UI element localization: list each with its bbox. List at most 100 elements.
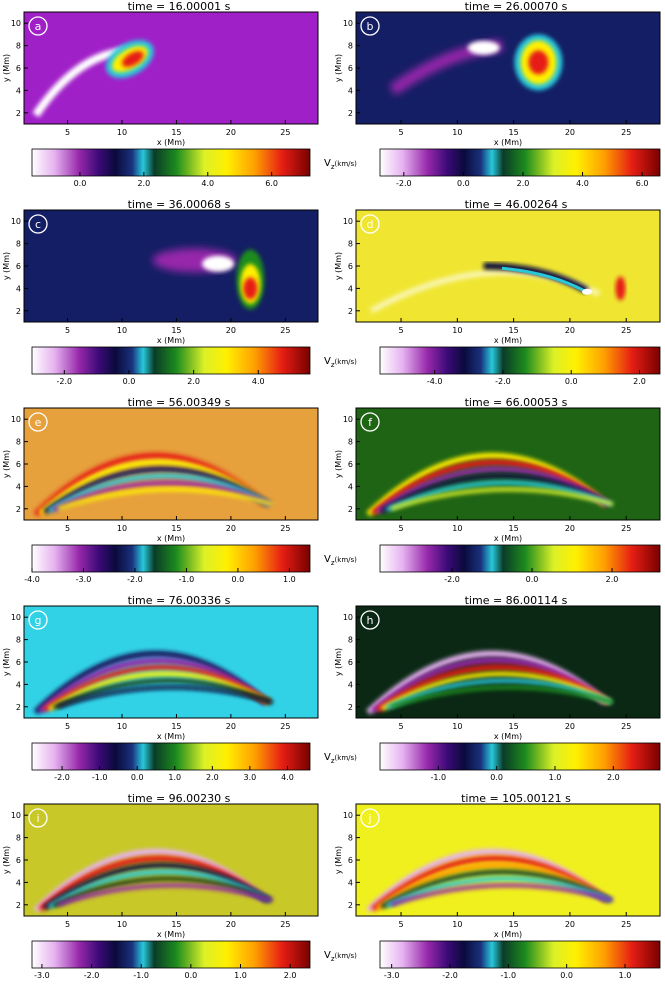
- y-tick-label: 8: [16, 834, 21, 843]
- panel-c: time = 36.00068 s 5 10 15 20 25 x (Mm) 2 4 6 8 10 y …: [2, 198, 357, 386]
- colorbar-tick-label: 4.0: [252, 377, 265, 386]
- colorbar-tick-label: 0.0: [123, 377, 136, 386]
- heatmap-field: [33, 452, 273, 517]
- y-tick-label: 8: [348, 240, 353, 249]
- x-tick-label: 15: [171, 128, 181, 137]
- panel-g: time = 76.00336 s 5 10 15 20 25 x (Mm) 2 4 6 8 10 y …: [2, 594, 357, 782]
- y-axis-label: y (Mm): [334, 450, 343, 478]
- panel-title: time = 26.00070 s: [465, 0, 568, 13]
- arc-band: [57, 883, 273, 907]
- colorbar-label: Vz(km/s): [324, 752, 357, 765]
- heatmap-background: [356, 12, 660, 124]
- colorbar-tick-label: 4.0: [201, 179, 214, 188]
- colorbar-tick-label: 0.0: [526, 575, 539, 584]
- x-tick-label: 20: [226, 524, 236, 533]
- arc-band: [52, 678, 272, 710]
- colorbar-tick-label: 0.0: [74, 179, 87, 188]
- negative-arc-inner: [501, 266, 585, 292]
- colorbar-tick-label: -4.0: [427, 377, 443, 386]
- y-axis-label: y (Mm): [334, 846, 343, 874]
- y-tick-label: 4: [348, 680, 353, 689]
- x-tick-label: 5: [65, 920, 70, 929]
- y-tick-label: 8: [348, 438, 353, 447]
- heatmap-field: [366, 452, 614, 517]
- y-tick-label: 6: [348, 64, 353, 73]
- colorbar-tick-label: 4.0: [281, 773, 294, 782]
- panel-e: time = 56.00349 s 5 10 15 20 25 x (Mm) 2 4 6 8 10 y …: [2, 396, 357, 584]
- x-tick-label: 25: [621, 326, 631, 335]
- x-tick-label: 15: [171, 326, 181, 335]
- x-axis-label: x (Mm): [157, 138, 185, 147]
- panel-letter: d: [367, 218, 374, 231]
- panel-letter: e: [35, 416, 42, 429]
- negative-peak: [582, 288, 593, 295]
- x-tick-label: 15: [509, 326, 519, 335]
- x-tick-label: 20: [226, 326, 236, 335]
- arc-band: [380, 671, 611, 712]
- x-tick-label: 15: [171, 524, 181, 533]
- x-tick-label: 20: [226, 128, 236, 137]
- y-tick-label: 2: [16, 901, 21, 910]
- panel-title: time = 46.00264 s: [465, 198, 568, 211]
- y-tick-label: 10: [11, 811, 21, 820]
- colorbar-tick-label: 0.0: [232, 575, 245, 584]
- colorbar-tick-label: 0.0: [490, 773, 503, 782]
- colorbar-tick-label: -1.0: [431, 773, 447, 782]
- colorbar-tick-label: 1.0: [234, 971, 247, 980]
- colorbar: [31, 940, 311, 969]
- x-tick-label: 10: [117, 722, 127, 731]
- colorbar-tick-label: -3.0: [34, 971, 50, 980]
- x-axis-label: x (Mm): [494, 336, 522, 345]
- y-tick-label: 2: [348, 703, 353, 712]
- y-tick-label: 8: [16, 42, 21, 51]
- x-tick-label: 10: [452, 524, 462, 533]
- x-tick-label: 5: [65, 128, 70, 137]
- colorbar-label: Vz(km/s): [324, 356, 357, 369]
- colorbar-tick-label: 2.0: [633, 377, 646, 386]
- x-tick-label: 20: [565, 722, 575, 731]
- y-tick-label: 6: [348, 658, 353, 667]
- y-tick-label: 10: [343, 415, 353, 424]
- x-tick-label: 10: [117, 326, 127, 335]
- colorbar: [379, 940, 661, 969]
- x-axis-label: x (Mm): [494, 930, 522, 939]
- arc-band: [385, 876, 613, 908]
- y-axis-label: y (Mm): [2, 648, 11, 676]
- panel-letter-circle: [28, 16, 48, 36]
- panel-letter: a: [35, 20, 42, 33]
- colorbar-tick-label: 0.0: [457, 179, 470, 188]
- x-tick-label: 10: [117, 920, 127, 929]
- y-tick-label: 2: [348, 307, 353, 316]
- colorbar-tick-label: -2.0: [396, 179, 412, 188]
- y-tick-label: 10: [343, 217, 353, 226]
- colorbar-tick-label: 2.0: [517, 179, 530, 188]
- arc-band: [385, 480, 613, 512]
- y-tick-label: 8: [16, 438, 21, 447]
- colorbar-tick-label: 0.0: [131, 773, 144, 782]
- colorbar-tick-label: -1.0: [133, 971, 149, 980]
- y-axis-label: y (Mm): [2, 252, 11, 280]
- colorbar-tick-label: -1.0: [179, 575, 195, 584]
- panel-letter: g: [35, 614, 42, 627]
- y-tick-label: 6: [16, 460, 21, 469]
- panel-a: time = 16.00001 s 5 10 15 20 25 x (Mm) 2 4 6 8 10 y …: [2, 0, 357, 188]
- panel-letter-circle: [360, 16, 380, 36]
- x-tick-label: 20: [565, 128, 575, 137]
- panel-i: time = 96.00230 s 5 10 15 20 25 x (Mm) 2 4 6 8 10 y …: [2, 792, 357, 980]
- panel-letter: c: [35, 218, 41, 231]
- panel-title: time = 66.00053 s: [465, 396, 568, 409]
- colorbar: [379, 742, 661, 771]
- arc-band: [47, 671, 271, 712]
- y-tick-label: 10: [11, 19, 21, 28]
- negative-peak: [467, 40, 500, 55]
- heatmap-field: [33, 848, 273, 913]
- x-tick-label: 15: [509, 524, 519, 533]
- arc-band: [390, 685, 614, 709]
- y-tick-label: 4: [16, 680, 21, 689]
- colorbar-label: Vz(km/s): [324, 554, 357, 567]
- arc-band: [57, 685, 273, 709]
- blob-core: [121, 51, 144, 67]
- negative-peak: [202, 255, 235, 272]
- x-tick-label: 10: [452, 722, 462, 731]
